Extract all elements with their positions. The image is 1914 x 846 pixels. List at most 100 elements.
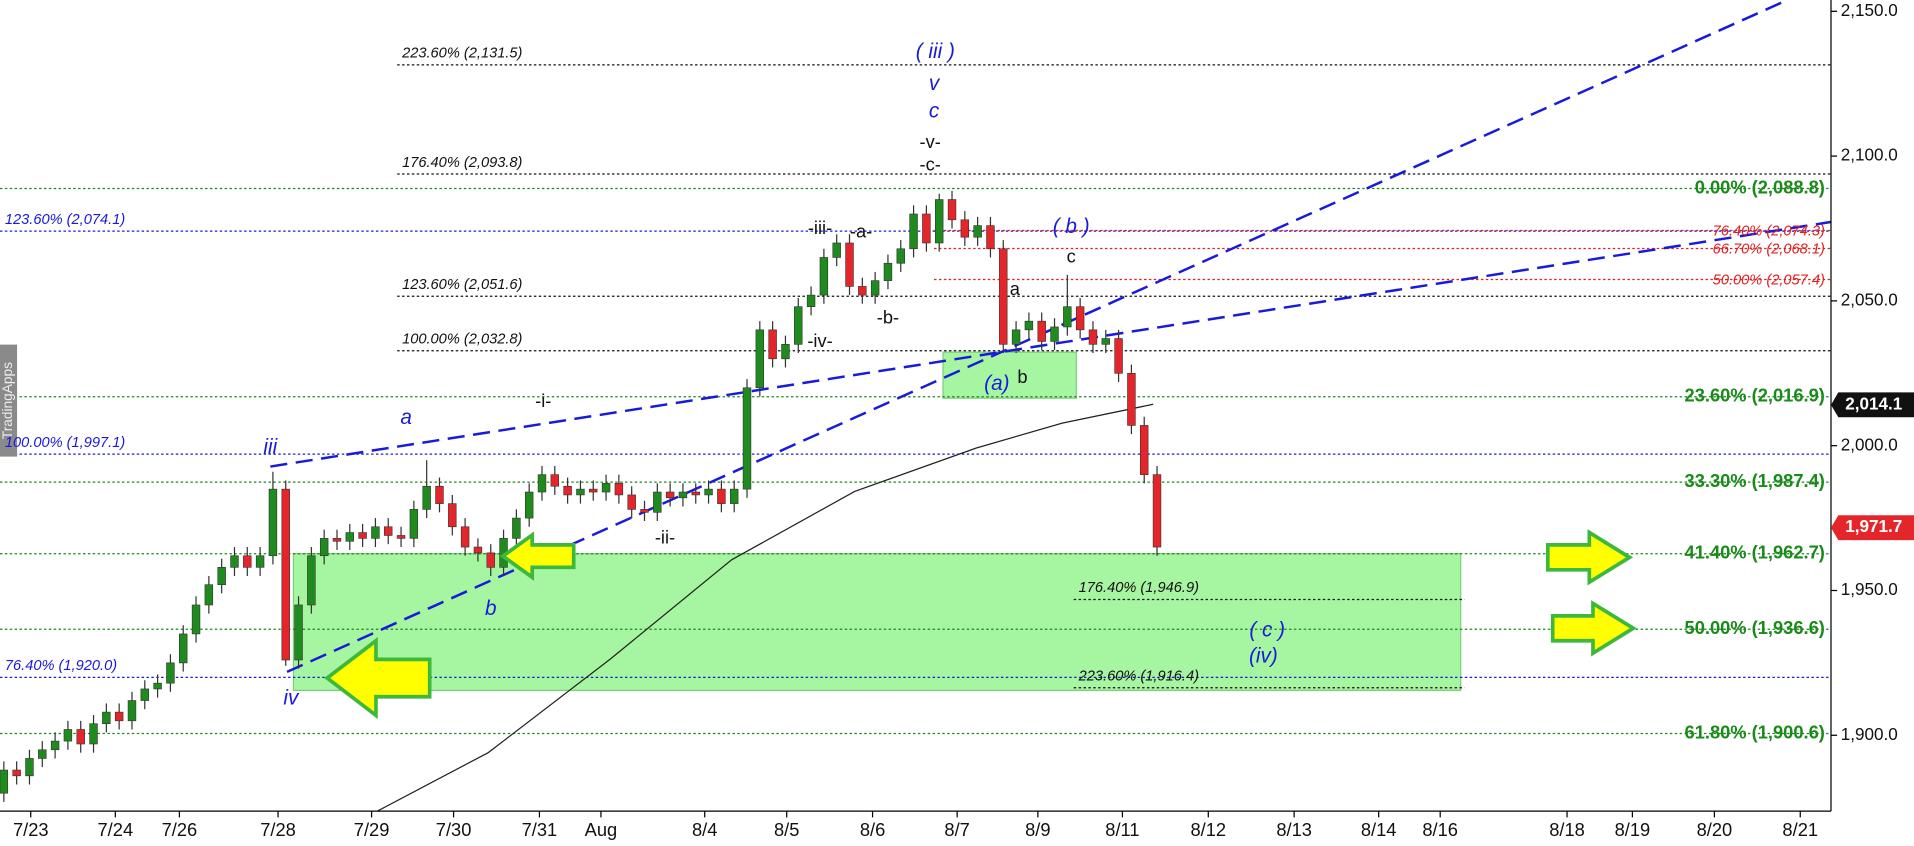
candle-body bbox=[243, 555, 252, 568]
candle-body bbox=[781, 344, 790, 360]
candle-body bbox=[358, 532, 367, 539]
level-label: 223.60% (2,131.5) bbox=[401, 46, 522, 62]
candle-body bbox=[345, 532, 355, 542]
candle-body bbox=[883, 262, 893, 281]
level-label: 50.00% (2,057.4) bbox=[1713, 273, 1825, 289]
wave-label: ( iii ) bbox=[916, 40, 955, 63]
candle-body bbox=[1152, 474, 1162, 548]
x-tick-label: 8/14 bbox=[1361, 819, 1397, 840]
candle-body bbox=[589, 488, 598, 493]
candle-body bbox=[755, 329, 765, 389]
wave-label: (iv) bbox=[1249, 644, 1278, 667]
watermark: TradingApps bbox=[0, 362, 15, 439]
arrow-left bbox=[499, 531, 576, 581]
wave-label: v bbox=[929, 72, 941, 95]
level-label: 0.00% (2,088.8) bbox=[1695, 176, 1825, 197]
arrow-right bbox=[1545, 529, 1634, 586]
y-tick-label: 2,100.0 bbox=[1841, 145, 1898, 165]
wave-label: -i- bbox=[535, 390, 551, 411]
candle-body bbox=[550, 474, 560, 487]
candle-body bbox=[191, 604, 201, 635]
wave-label: ( b ) bbox=[1053, 215, 1090, 238]
wave-label: iii bbox=[263, 435, 278, 458]
candle-body bbox=[179, 633, 188, 664]
candle-body bbox=[1140, 425, 1149, 475]
level-label: 61.80% (1,900.6) bbox=[1685, 721, 1825, 742]
x-tick-label: 7/31 bbox=[522, 819, 558, 840]
candle-body bbox=[832, 242, 841, 258]
x-tick-label: 7/30 bbox=[436, 819, 472, 840]
wave-label: c bbox=[929, 99, 940, 122]
x-tick-label: 8/5 bbox=[774, 819, 799, 840]
candle-body bbox=[217, 567, 226, 586]
candle-body bbox=[653, 491, 662, 513]
candle-body bbox=[255, 555, 265, 568]
candle-body bbox=[524, 491, 534, 519]
candle-body bbox=[0, 769, 9, 794]
x-tick-label: 8/16 bbox=[1422, 819, 1458, 840]
candle-body bbox=[1024, 320, 1034, 331]
candle-body bbox=[1011, 329, 1021, 345]
candle-body bbox=[896, 248, 905, 264]
zone bbox=[292, 553, 1462, 692]
candle-body bbox=[12, 769, 21, 777]
candle-body bbox=[947, 199, 957, 221]
x-tick-label: 8/12 bbox=[1190, 819, 1226, 840]
x-tick-label: 8/19 bbox=[1615, 819, 1651, 840]
level-label: 23.60% (2,016.9) bbox=[1685, 385, 1825, 406]
x-tick-label: 7/26 bbox=[162, 819, 198, 840]
arrow-left bbox=[324, 636, 432, 720]
candle-body bbox=[1050, 326, 1059, 342]
candle-body bbox=[409, 509, 419, 539]
level-label: 123.60% (2,074.1) bbox=[5, 212, 125, 228]
candle-body bbox=[973, 225, 982, 238]
level-label: 176.40% (1,946.9) bbox=[1079, 580, 1199, 596]
candle-body bbox=[204, 584, 214, 606]
wave-label: b bbox=[485, 597, 497, 620]
x-tick-label: 8/4 bbox=[692, 819, 717, 840]
candle-body bbox=[319, 538, 329, 557]
candle-body bbox=[1063, 306, 1072, 328]
candle-body bbox=[627, 494, 636, 510]
watermark-box bbox=[0, 344, 18, 457]
candle-body bbox=[127, 700, 137, 722]
candle-body bbox=[845, 242, 854, 287]
x-tick-label: 8/6 bbox=[860, 819, 885, 840]
candle-body bbox=[230, 555, 239, 568]
candle-body bbox=[870, 280, 880, 296]
level-label: 76.40% (1,920.0) bbox=[5, 658, 117, 674]
price-tag-label: 1,971.7 bbox=[1845, 516, 1902, 536]
candle-body bbox=[102, 711, 111, 725]
candle-body bbox=[281, 488, 290, 661]
x-tick-label: 8/21 bbox=[1782, 819, 1818, 840]
candle-body bbox=[486, 552, 495, 568]
arrow-right bbox=[1550, 600, 1637, 657]
wave-label: ( c ) bbox=[1249, 618, 1285, 641]
candle-body bbox=[537, 474, 547, 493]
wave-label: -c- bbox=[920, 153, 941, 174]
level-label: 100.00% (1,997.1) bbox=[5, 435, 125, 451]
candle-body bbox=[768, 329, 777, 360]
wave-label: (a) bbox=[984, 372, 1009, 395]
candle-body bbox=[858, 286, 867, 296]
candle-body bbox=[89, 723, 98, 745]
candle-body bbox=[640, 509, 649, 513]
price-tag-label: 2,014.1 bbox=[1845, 393, 1902, 413]
candle-body bbox=[435, 485, 444, 504]
y-tick-label: 1,900.0 bbox=[1841, 724, 1898, 744]
candle-body bbox=[1088, 329, 1098, 345]
candle-body bbox=[576, 488, 585, 496]
candle-body bbox=[999, 248, 1008, 345]
y-tick-label: 2,050.0 bbox=[1841, 289, 1898, 309]
moving-average bbox=[375, 403, 1154, 812]
candle-body bbox=[1101, 338, 1110, 345]
candle-body bbox=[819, 257, 829, 296]
candle-body bbox=[934, 199, 944, 244]
level-label: 123.60% (2,051.6) bbox=[402, 277, 522, 293]
candle-body bbox=[396, 535, 406, 539]
candle-body bbox=[909, 213, 918, 250]
level-label: 41.40% (1,962.7) bbox=[1685, 541, 1825, 562]
